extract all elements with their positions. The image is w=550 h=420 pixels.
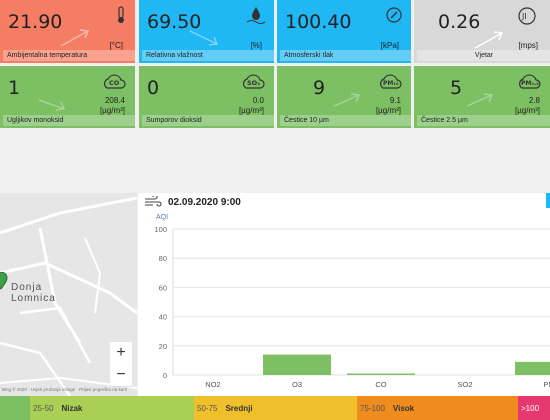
x-tick-label: CO xyxy=(375,380,386,389)
chart-header: 02.09.2020 9:00 xyxy=(144,196,241,208)
wind-unit: [mps] xyxy=(518,41,538,50)
zoom-in-button[interactable]: + xyxy=(110,342,132,365)
temperature-value: 21.90 xyxy=(8,11,63,33)
zoom-out-button[interactable]: − xyxy=(110,364,132,387)
temperature-unit: [°C] xyxy=(109,41,123,50)
pm25-value: 5 xyxy=(450,77,463,99)
svg-text:JI: JI xyxy=(521,12,527,21)
svg-text:PM₂.₅: PM₂.₅ xyxy=(521,80,539,87)
svg-text:PM₁₀: PM₁₀ xyxy=(383,80,399,87)
y-tick-label: 0 xyxy=(163,371,167,380)
bar-co xyxy=(347,373,415,375)
map-panel[interactable]: Donja Lomnica + − Bing © 2020 · Uvjeti pr… xyxy=(0,193,137,396)
x-tick-label: PM xyxy=(543,380,550,389)
tile-pm10[interactable]: 9 PM₁₀ 9.1 [µg/m³] Čestice 10 µm xyxy=(277,66,411,128)
pm10-sub: 9.1 [µg/m³] xyxy=(375,96,401,115)
tile-humidity[interactable]: 69.50 [%] Relativna vlažnost xyxy=(139,0,274,63)
empty-area xyxy=(0,130,550,192)
y-tick-label: 20 xyxy=(159,342,167,351)
co-value: 1 xyxy=(8,77,21,99)
pressure-value: 100.40 xyxy=(285,11,352,33)
humidity-icon xyxy=(246,6,266,29)
map-marker-icon[interactable] xyxy=(0,271,8,295)
tile-co[interactable]: 1 CO 208.4 [µg/m³] Ugljikov monoksid xyxy=(0,66,135,128)
co-sub: 208.4 [µg/m³] xyxy=(99,96,125,115)
y-tick-label: 40 xyxy=(159,313,167,322)
pm10-label: Čestice 10 µm xyxy=(280,115,411,126)
trend-arrow-icon xyxy=(466,93,494,107)
tile-pm25[interactable]: 5 PM₂.₅ 2.8 [µg/m³] Čestice 2.5 µm xyxy=(414,66,550,128)
y-tick-label: 100 xyxy=(154,225,167,234)
svg-text:SO₂: SO₂ xyxy=(247,79,260,87)
tile-wind[interactable]: 0.26 JI [mps] Vjetar xyxy=(414,0,550,63)
so2-value: 0 xyxy=(147,77,160,99)
x-tick-label: SO2 xyxy=(457,380,472,389)
y-tick-label: 60 xyxy=(159,283,167,292)
pm25-label: Čestice 2.5 µm xyxy=(417,115,550,126)
x-tick-label: NO2 xyxy=(205,380,220,389)
wind-label: Vjetar xyxy=(417,50,550,61)
so2-cloud-icon: SO₂ xyxy=(240,72,266,95)
chart-timestamp: 02.09.2020 9:00 xyxy=(168,196,241,208)
bar-pm xyxy=(515,361,550,375)
trend-arrow-icon xyxy=(333,93,361,107)
humidity-unit: [%] xyxy=(250,41,262,50)
wind-icon: JI xyxy=(516,6,538,31)
pressure-unit: [kPa] xyxy=(380,41,399,50)
thermometer-icon xyxy=(115,6,127,29)
trend-arrow-icon xyxy=(474,31,504,49)
trend-arrow-icon xyxy=(189,30,219,46)
aqi-level-nizak: 25-50 Nizak xyxy=(30,396,194,420)
chart-scroll-tab[interactable] xyxy=(546,193,550,208)
pm25-sub: 2.8 [µg/m³] xyxy=(514,96,540,115)
bar-o3 xyxy=(263,354,331,375)
aqi-legend-bar: 25-50 Nizak 50-75 Srednji 75-100 Visok >100 xyxy=(0,396,550,420)
humidity-label: Relativna vlažnost xyxy=(142,50,274,61)
pressure-label: Atmosferski tlak xyxy=(280,50,411,61)
x-tick-label: O3 xyxy=(292,380,302,389)
tile-so2[interactable]: 0 SO₂ 0.0 [µg/m³] Sumporov dioksid xyxy=(139,66,274,128)
trend-arrow-icon xyxy=(60,29,90,47)
map-place-label: Donja Lomnica xyxy=(11,282,56,304)
so2-label: Sumporov dioksid xyxy=(142,115,274,126)
pm25-cloud-icon: PM₂.₅ xyxy=(516,72,542,95)
tile-temperature[interactable]: 21.90 [°C] Ambijentalna temperatura xyxy=(0,0,135,63)
aqi-level-vrlo-visok: >100 xyxy=(518,396,550,420)
y-axis-label: AQI xyxy=(156,214,168,221)
tile-pressure[interactable]: 100.40 [kPa] Atmosferski tlak xyxy=(277,0,411,63)
aqi-level-visok: 75-100 Visok xyxy=(357,396,518,420)
aqi-level-low-green xyxy=(0,396,30,420)
trend-arrow-icon xyxy=(38,99,66,111)
wind-value: 0.26 xyxy=(438,11,481,33)
gauge-icon xyxy=(385,6,403,29)
humidity-value: 69.50 xyxy=(147,11,202,33)
pm10-cloud-icon: PM₁₀ xyxy=(377,72,403,95)
wind-icon xyxy=(145,196,162,207)
svg-text:CO: CO xyxy=(109,79,120,87)
aqi-bar-chart: AQI 0 20 40 60 80 100 NO2 O3 CO SO2 PM xyxy=(154,214,550,389)
aqi-chart-panel: 02.09.2020 9:00 AQI 0 20 40 60 80 100 NO2 O3 CO SO… xyxy=(138,193,550,396)
y-tick-label: 80 xyxy=(159,254,167,263)
map-attribution[interactable]: Bing © 2020 · Uvjeti pružanja usluge · P… xyxy=(2,387,128,392)
temperature-label: Ambijentalna temperatura xyxy=(3,50,135,61)
pm10-value: 9 xyxy=(313,77,326,99)
aqi-level-srednji: 50-75 Srednji xyxy=(194,396,357,420)
co-cloud-icon: CO xyxy=(101,72,127,95)
so2-sub: 0.0 [µg/m³] xyxy=(238,96,264,115)
co-label: Ugljikov monoksid xyxy=(3,115,135,126)
